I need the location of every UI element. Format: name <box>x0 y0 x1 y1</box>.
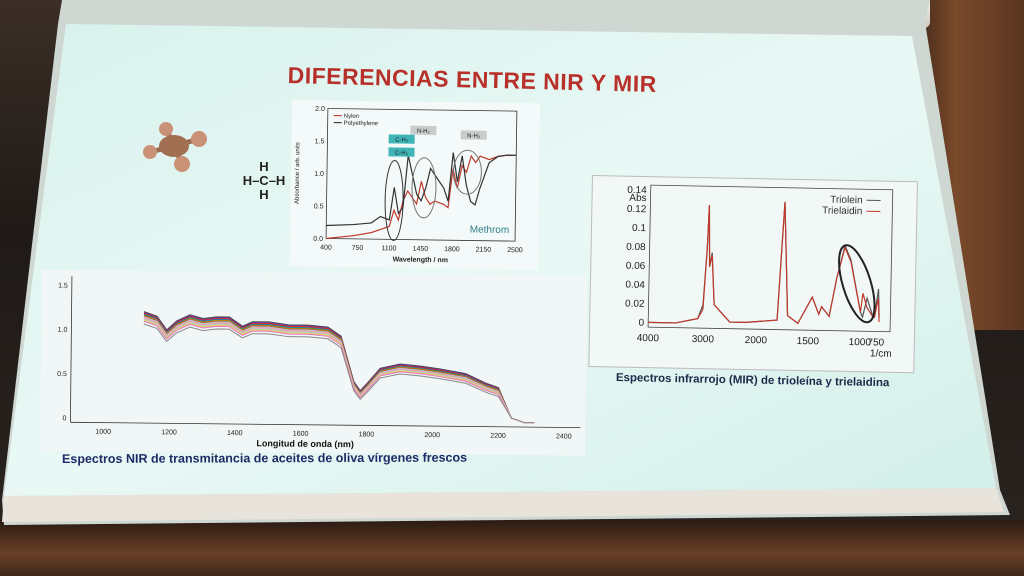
nir-caption: Espectros NIR de transmitancia de aceite… <box>62 450 468 466</box>
spectrum-line <box>143 323 535 424</box>
spectrum-line <box>143 311 535 424</box>
nylon-polyethylene-chart: 400 750 1100 1450 1800 2150 2500 0.0 0.5 1.0 1.5 2.… <box>295 106 523 264</box>
plot-frame <box>325 108 518 242</box>
x-tick-label: 1000 <box>95 429 111 436</box>
nylon-polyethylene-chart-panel: 400 750 1100 1450 1800 2150 2500 0.0 0.5 1.0 1.5 2.… <box>289 100 540 270</box>
y-tick-label: 0.5 <box>314 203 324 210</box>
y-tick-label: 1.0 <box>58 327 68 334</box>
legend-entry: Polyethylene <box>344 121 379 127</box>
nir-chart: 1000 1200 1400 1600 1800 2000 2200 2400 1.5 1.0 0.… <box>57 276 581 449</box>
x-tick-label: 1600 <box>293 431 309 438</box>
highlight-ellipse <box>452 149 482 195</box>
spectrum-line <box>143 315 535 424</box>
y-axis-label: Absorbance / arb. units <box>295 142 302 204</box>
x-tick-label: 1000 <box>849 337 872 348</box>
x-tick-label: 2400 <box>556 433 572 440</box>
formula-top-h: H <box>259 159 269 174</box>
x-tick-label: 2200 <box>490 433 506 440</box>
y-tick-label: 1.5 <box>315 138 325 145</box>
y-tick-label: 0.08 <box>626 242 646 253</box>
x-tick-label: 4000 <box>637 333 660 344</box>
plot-frame <box>647 184 894 333</box>
annotation-box <box>460 130 487 140</box>
annotation-label: N-H₂ <box>417 129 431 135</box>
x-axis-label: Wavelength / nm <box>393 256 448 264</box>
spectrum-line <box>143 312 535 424</box>
y-tick-label: 1.5 <box>58 283 68 290</box>
series-line-polyethylene <box>326 152 517 227</box>
mir-chart-panel: 4000 3000 2000 1500 1000 750 0.14 0.12 0.1 0.08 0.… <box>588 175 918 374</box>
y-tick-label: 0.1 <box>632 223 647 234</box>
x-axis <box>70 421 581 429</box>
spectrum-line <box>143 318 535 424</box>
annotation-label: N-H₂ <box>467 133 481 139</box>
methane-molecule-icon <box>143 122 207 172</box>
x-tick-label: 1800 <box>444 246 460 253</box>
x-tick-label: 750 <box>867 337 884 348</box>
highlight-ellipse <box>384 159 404 241</box>
spectrum-line <box>143 316 535 424</box>
highlight-ellipse <box>411 157 437 219</box>
spectrum-line <box>143 313 535 424</box>
y-tick-label: 0.12 <box>627 204 647 215</box>
x-axis-label: 1/cm <box>870 348 892 359</box>
y-tick-label: 0.5 <box>57 371 67 378</box>
x-tick-label: 1100 <box>381 245 396 252</box>
nir-chart-panel: 1000 1200 1400 1600 1800 2000 2200 2400 1.5 1.0 0.… <box>40 270 587 456</box>
x-tick-label: 400 <box>320 244 332 251</box>
wood-wall-bottom <box>0 520 1024 576</box>
y-axis-label: Abs <box>629 193 646 204</box>
y-tick-label: 1.0 <box>314 171 324 178</box>
x-tick-label: 1400 <box>227 430 243 437</box>
x-tick-label: 1200 <box>161 429 177 436</box>
y-tick-label: 0.04 <box>625 280 645 291</box>
x-tick-label: 2000 <box>424 432 440 439</box>
spectrum-line <box>143 320 535 424</box>
y-tick-label: 0 <box>638 318 644 329</box>
spectrum-line <box>143 311 535 424</box>
y-tick-label: 0.02 <box>625 298 645 309</box>
spectrum-line <box>143 314 535 424</box>
x-tick-label: 1500 <box>797 336 820 347</box>
brand-label: Methrom <box>470 224 510 236</box>
annotation-label: C-H₂ <box>395 137 409 143</box>
y-axis <box>70 276 73 423</box>
highlight-ellipse <box>838 244 876 324</box>
x-tick-label: 3000 <box>692 334 715 345</box>
methane-formula: H H–C–H H <box>234 160 294 202</box>
y-tick-label: 0.06 <box>626 261 646 272</box>
y-tick-label: 0.14 <box>627 185 647 196</box>
x-tick-label: 1800 <box>359 431 375 438</box>
y-tick-label: 0.0 <box>313 236 323 243</box>
y-tick-label: 2.0 <box>315 106 325 113</box>
x-axis-label: Longitud de onda (nm) <box>256 438 354 449</box>
formula-bottom-h: H <box>259 187 269 202</box>
annotation-label: C-H₂ <box>395 150 409 156</box>
series-line-trielaidin <box>648 201 880 325</box>
formula-middle: H–C–H <box>242 173 286 188</box>
spectrum-line <box>143 319 535 424</box>
spectrum-line <box>143 317 535 424</box>
legend-entry: Nylon <box>344 114 359 120</box>
legend-entry: Triolein <box>830 195 863 207</box>
series-line-triolein <box>648 201 880 325</box>
x-tick-label: 1450 <box>413 246 429 253</box>
annotation-box <box>388 134 415 144</box>
spectrum-line <box>143 319 535 424</box>
y-tick-label: 0 <box>63 415 67 422</box>
annotation-box <box>410 125 437 136</box>
x-tick-label: 750 <box>352 245 364 252</box>
legend-entry: Trielaidin <box>822 205 862 217</box>
annotation-box <box>388 147 415 157</box>
spectrum-line <box>143 315 535 424</box>
x-tick-label: 2500 <box>507 247 523 254</box>
x-tick-label: 2000 <box>745 335 768 346</box>
x-tick-label: 2150 <box>476 247 492 254</box>
